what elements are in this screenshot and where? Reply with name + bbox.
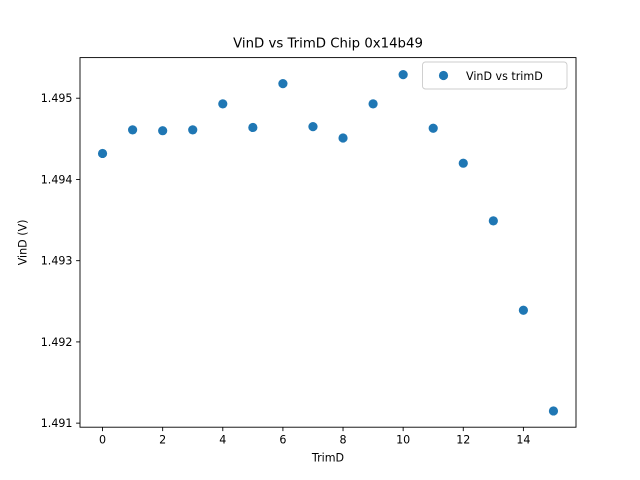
data-point bbox=[548, 406, 559, 416]
data-point bbox=[488, 216, 498, 226]
data-point bbox=[97, 148, 108, 159]
y-tick-label: 1.494 bbox=[41, 173, 73, 186]
data-point bbox=[278, 78, 288, 89]
x-tick-label: 4 bbox=[219, 434, 226, 447]
y-tick-label: 1.493 bbox=[41, 255, 73, 268]
data-point bbox=[338, 133, 348, 143]
data-point bbox=[248, 122, 258, 133]
data-point bbox=[368, 99, 378, 109]
data-point bbox=[518, 305, 528, 315]
x-tick-label: 8 bbox=[339, 434, 346, 447]
data-point bbox=[128, 125, 138, 135]
legend-marker bbox=[438, 70, 449, 81]
legend-label: VinD vs trimD bbox=[466, 70, 543, 83]
y-tick-label: 1.495 bbox=[41, 92, 73, 105]
data-point bbox=[308, 122, 318, 132]
x-tick-label: 14 bbox=[516, 434, 530, 447]
x-tick-label: 6 bbox=[279, 434, 286, 447]
x-axis-label: TrimD bbox=[311, 452, 344, 465]
x-tick-label: 12 bbox=[456, 434, 470, 447]
x-tick-label: 10 bbox=[396, 434, 410, 447]
x-tick-label: 0 bbox=[99, 434, 106, 447]
plot-spines bbox=[79, 57, 577, 428]
y-tick-label: 1.491 bbox=[41, 417, 73, 430]
data-point bbox=[218, 99, 228, 109]
data-point bbox=[188, 125, 198, 135]
chart-title: VinD vs TrimD Chip 0x14b49 bbox=[233, 37, 423, 52]
data-point bbox=[458, 158, 468, 168]
y-tick-label: 1.492 bbox=[41, 336, 73, 349]
y-axis-label: VinD (V) bbox=[17, 220, 30, 266]
data-point bbox=[428, 123, 438, 133]
data-point bbox=[398, 70, 408, 80]
data-point bbox=[158, 126, 168, 136]
x-tick-label: 2 bbox=[159, 434, 166, 447]
legend-box bbox=[422, 61, 568, 90]
